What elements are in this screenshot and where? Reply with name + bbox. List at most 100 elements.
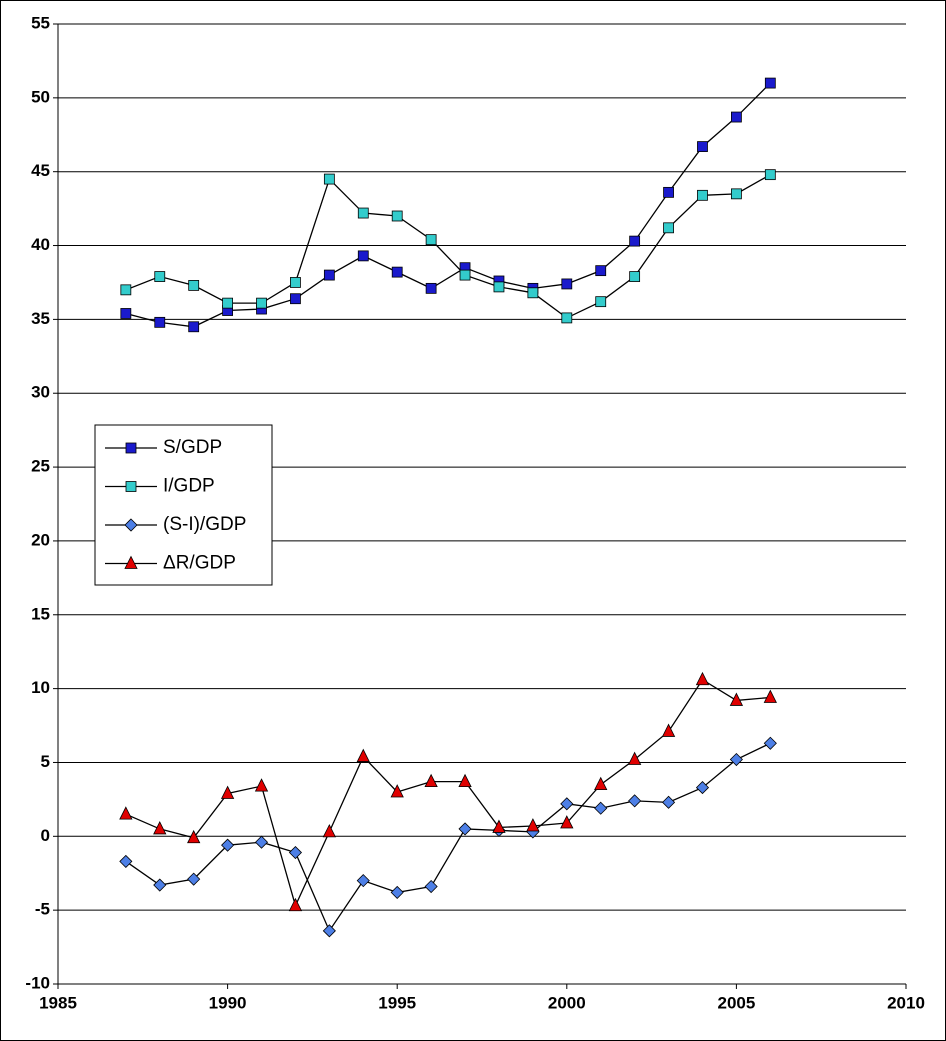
marker: [188, 280, 200, 291]
y-tick-label: -10: [25, 973, 50, 992]
marker: [663, 222, 674, 234]
y-tick-label: 30: [31, 383, 50, 402]
marker: [595, 296, 607, 308]
legend-label: ΔR/GDP: [163, 553, 236, 574]
marker: [764, 77, 776, 89]
marker: [697, 141, 708, 152]
marker: [731, 111, 742, 123]
marker: [221, 838, 235, 852]
marker: [220, 785, 235, 799]
marker: [120, 284, 132, 296]
marker: [323, 173, 335, 185]
marker: [560, 797, 574, 811]
marker: [125, 481, 137, 492]
marker: [595, 265, 607, 277]
marker: [288, 845, 303, 860]
y-tick-label: 50: [31, 87, 50, 106]
legend-box: [94, 424, 273, 586]
marker: [629, 235, 641, 247]
y-tick-label: -5: [35, 900, 50, 919]
marker: [695, 781, 710, 795]
marker: [731, 188, 742, 200]
marker: [424, 773, 438, 788]
marker: [627, 751, 642, 765]
marker: [425, 282, 437, 294]
y-tick-label: 40: [31, 235, 50, 254]
marker: [256, 297, 267, 309]
marker: [390, 885, 404, 899]
marker: [661, 795, 676, 809]
marker: [254, 778, 269, 792]
y-tick-label: 15: [31, 604, 50, 623]
legend-label: S/GDP: [163, 437, 222, 458]
y-tick-label: 5: [41, 752, 50, 771]
marker: [729, 752, 743, 767]
marker: [629, 271, 641, 282]
marker: [322, 924, 336, 938]
marker: [663, 186, 674, 198]
series-line: [125, 82, 771, 328]
marker: [323, 269, 335, 281]
marker: [492, 819, 506, 833]
marker: [120, 308, 132, 319]
marker: [119, 854, 133, 868]
marker: [458, 822, 472, 836]
marker: [153, 821, 167, 835]
y-tick-label: 55: [31, 13, 50, 32]
legend: S/GDP I/GDP (S-I)/GDP ΔR/GDP: [94, 424, 273, 586]
marker: [763, 689, 777, 703]
x-tick-label: 1995: [378, 993, 416, 1012]
marker: [119, 806, 133, 820]
marker: [493, 281, 505, 293]
marker: [628, 794, 642, 808]
marker: [594, 801, 608, 815]
marker: [154, 271, 166, 282]
marker: [124, 518, 138, 532]
x-tick-label: 2010: [887, 993, 925, 1012]
marker: [357, 250, 369, 262]
marker: [222, 297, 234, 309]
marker: [187, 872, 201, 886]
marker: [356, 874, 370, 888]
marker: [526, 818, 540, 832]
marker: [124, 555, 138, 569]
y-tick-label: 35: [31, 309, 50, 328]
legend-label: I/GDP: [163, 476, 215, 497]
marker: [425, 234, 437, 246]
marker: [764, 169, 776, 181]
marker: [697, 189, 708, 201]
marker: [560, 815, 574, 829]
marker: [527, 287, 539, 299]
marker: [695, 671, 710, 686]
series-line: [125, 174, 771, 319]
marker: [459, 269, 471, 281]
x-tick-label: 1985: [39, 993, 77, 1012]
marker: [187, 829, 201, 844]
y-tick-label: 0: [41, 826, 50, 845]
marker: [729, 692, 744, 706]
marker: [390, 784, 404, 798]
marker: [154, 316, 166, 328]
marker: [391, 266, 403, 278]
x-tick-label: 2000: [548, 993, 586, 1012]
x-tick-label: 2005: [717, 993, 755, 1012]
marker: [322, 823, 337, 838]
marker: [561, 278, 573, 290]
y-tick-label: 10: [31, 678, 50, 697]
y-tick-label: 45: [31, 161, 50, 180]
x-tick-label: 1990: [209, 993, 247, 1012]
marker: [357, 207, 369, 219]
marker: [424, 879, 438, 894]
marker: [356, 748, 370, 762]
y-tick-label: 20: [31, 530, 50, 549]
marker: [153, 878, 167, 892]
marker: [391, 210, 403, 222]
marker: [561, 312, 573, 324]
marker: [661, 723, 676, 737]
marker: [188, 321, 200, 333]
marker: [254, 835, 269, 849]
marker: [763, 736, 777, 750]
marker: [458, 773, 472, 788]
marker: [290, 277, 301, 288]
